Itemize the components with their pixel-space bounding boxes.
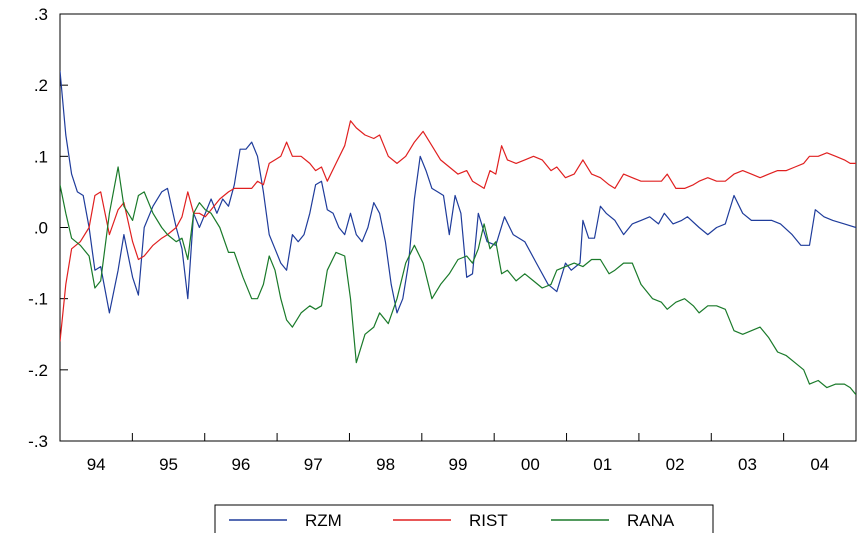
x-tick-label: 95 — [159, 455, 178, 474]
x-tick-label: 00 — [521, 455, 540, 474]
y-tick-label: -.1 — [28, 290, 48, 309]
x-tick-label: 99 — [449, 455, 468, 474]
plot-area — [59, 13, 857, 442]
y-tick-label: .0 — [34, 219, 48, 238]
x-tick-label: 03 — [738, 455, 757, 474]
legend: RZM RIST RANA — [214, 504, 714, 533]
x-axis: 94 95 96 97 98 99 00 01 02 03 04 — [87, 433, 829, 474]
x-tick-label: 94 — [87, 455, 106, 474]
series-line-rist — [60, 120, 856, 342]
legend-label-rist: RIST — [469, 511, 508, 530]
x-tick-label: 98 — [376, 455, 395, 474]
y-tick-label: -.3 — [28, 432, 48, 451]
legend-label-rana: RANA — [627, 511, 675, 530]
x-tick-label: 04 — [810, 455, 829, 474]
legend-label-rzm: RZM — [305, 511, 342, 530]
series-layer — [60, 70, 856, 396]
x-tick-label: 97 — [304, 455, 323, 474]
y-tick-label: .3 — [34, 5, 48, 24]
x-tick-label: 96 — [231, 455, 250, 474]
y-axis: .3 .2 .1 .0 -.1 -.2 -.3 — [28, 5, 68, 451]
x-tick-label: 02 — [666, 455, 685, 474]
plot-frame — [59, 13, 857, 442]
series-line-rana — [60, 166, 856, 396]
y-tick-label: -.2 — [28, 361, 48, 380]
legend-box — [214, 504, 714, 533]
y-tick-label: .1 — [34, 147, 48, 166]
x-tick-label: 01 — [593, 455, 612, 474]
y-tick-label: .2 — [34, 76, 48, 95]
series-line-rzm — [60, 70, 856, 314]
